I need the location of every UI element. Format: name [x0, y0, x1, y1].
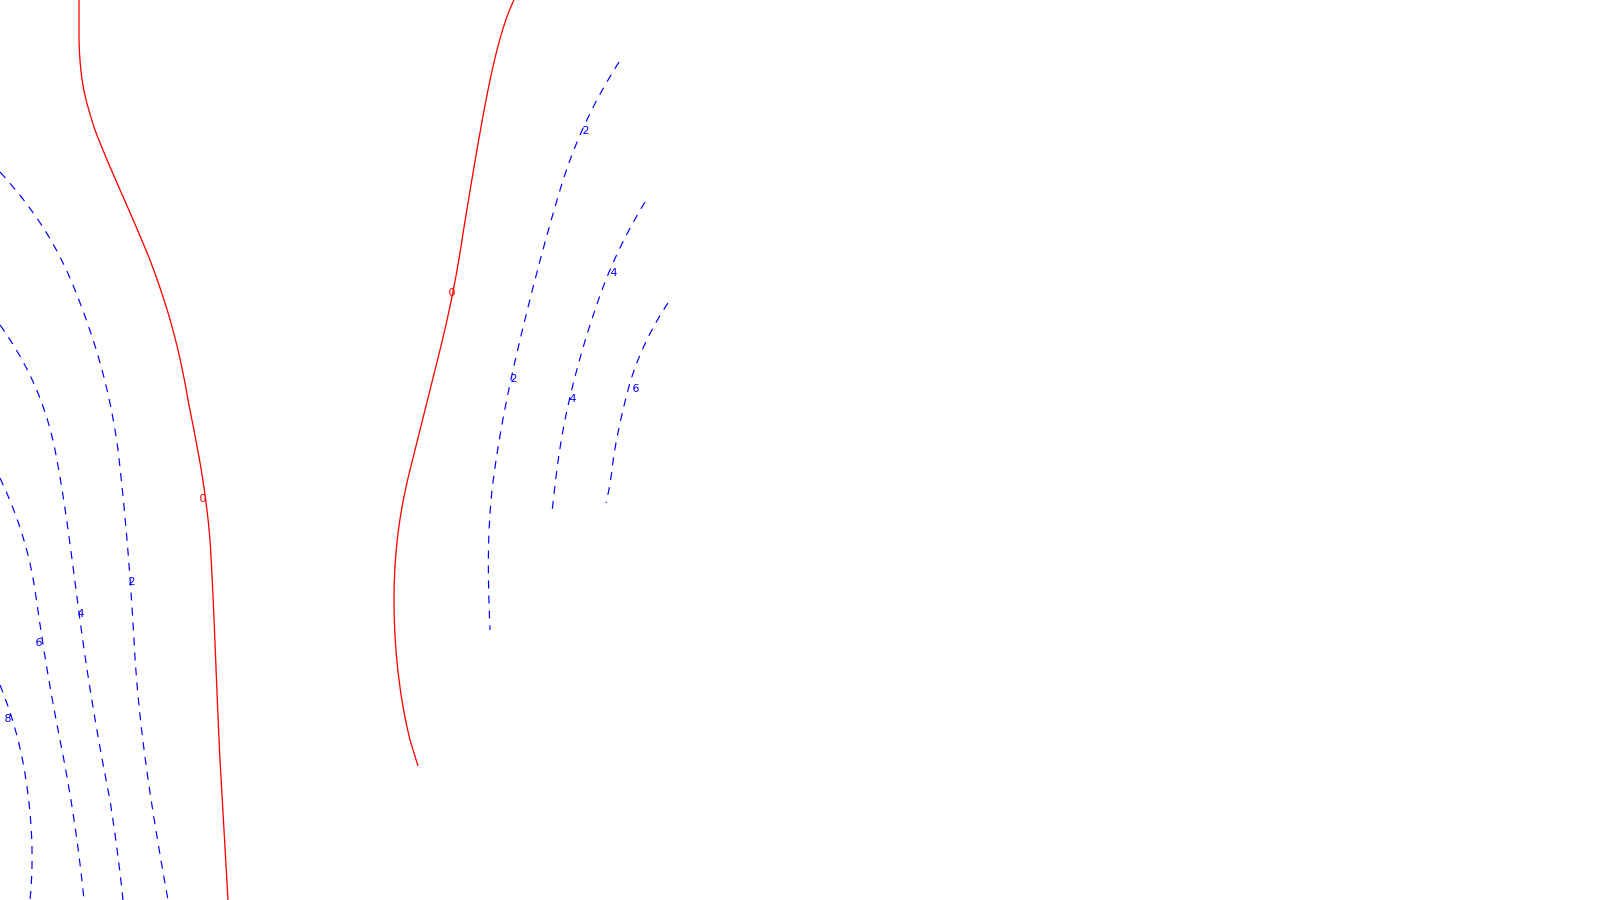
contour-label-right-2-lower: 2 [511, 372, 518, 385]
contour-label-zero-left: 0 [200, 492, 207, 505]
contour-label-right-4-lower: 4 [570, 392, 577, 405]
contour-label-left-8: 8 [5, 712, 12, 725]
contour-line-zero-center [393, 0, 515, 767]
contour-line-left-6 [0, 477, 85, 900]
contour-label-right-6: 6 [633, 382, 640, 395]
contour-label-right-2-upper: 2 [583, 124, 590, 137]
contour-line-zero-left [78, 0, 229, 900]
contour-line-right-4 [551, 201, 646, 513]
contour-line-right-2 [487, 61, 620, 631]
contour-line-right-6 [605, 302, 669, 504]
contour-line-left-2 [0, 171, 169, 900]
contour-label-left-4: 4 [78, 607, 85, 620]
contour-label-zero-center: 0 [449, 286, 456, 299]
contour-label-left-6: 6 [36, 636, 43, 649]
contour-line-left-8 [0, 684, 33, 900]
contour-label-right-4-upper: 4 [611, 266, 618, 279]
contour-line-left-4 [0, 324, 124, 900]
contour-label-left-2: 2 [129, 575, 136, 588]
